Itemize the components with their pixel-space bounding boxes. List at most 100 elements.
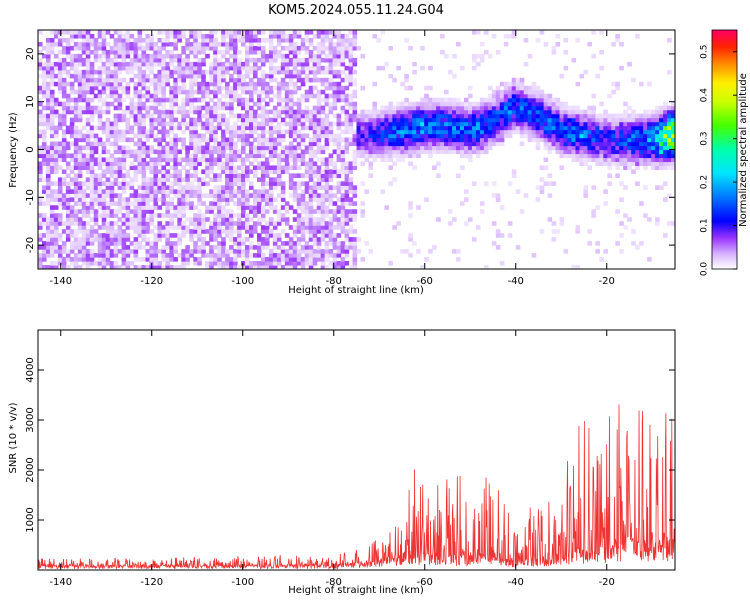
spectrogram-cell xyxy=(527,105,533,111)
spectrogram-cell xyxy=(372,113,378,119)
spectrogram-cell xyxy=(169,49,174,55)
spectrogram-cell xyxy=(65,69,71,75)
spectrogram-cell xyxy=(272,53,278,59)
spectrogram-cell xyxy=(495,245,501,250)
spectrogram-cell xyxy=(507,93,513,99)
spectrogram-cell xyxy=(535,109,541,115)
spectrogram-cell xyxy=(233,121,238,127)
spectrogram-cell xyxy=(344,121,350,127)
spectrogram-cell xyxy=(623,129,628,135)
spectrogram-cell xyxy=(245,57,250,63)
spectrogram-cell xyxy=(280,77,286,83)
spectrogram-cell xyxy=(193,53,198,59)
spectrogram-cell xyxy=(551,97,557,103)
spectrogram-cell xyxy=(241,253,246,258)
spectrogram-cell xyxy=(121,77,127,83)
spectrogram-cell xyxy=(157,181,163,186)
spectrogram-cell xyxy=(452,101,457,107)
spectrogram-cell xyxy=(611,157,616,163)
spectrogram-cell xyxy=(655,109,660,115)
spectrogram-cell xyxy=(101,225,107,230)
spectrogram-cell xyxy=(635,141,640,147)
spectrogram-cell xyxy=(149,181,155,186)
spectrogram-cell xyxy=(89,225,95,230)
spectrogram-cell xyxy=(264,121,270,127)
spectrogram-cell xyxy=(543,181,549,186)
spectrogram-cell xyxy=(93,57,99,63)
spectrogram-cell xyxy=(304,109,310,115)
spectrogram-cell xyxy=(256,201,262,206)
spectrogram-cell xyxy=(97,261,103,266)
spectrogram-cell xyxy=(69,217,75,222)
spectrogram-cell xyxy=(404,145,409,151)
spectrogram-cell xyxy=(288,93,294,99)
spectrogram-cell xyxy=(456,113,461,119)
spectrogram-cell xyxy=(372,141,378,147)
spectrogram-cell xyxy=(133,133,139,139)
spectrogram-cell xyxy=(193,109,198,115)
spectrogram-cell xyxy=(551,133,557,139)
spectrogram-cell xyxy=(296,105,302,111)
spectrogram-cell xyxy=(623,153,628,159)
spectrogram-cell xyxy=(245,257,250,262)
spectrogram-cell xyxy=(615,149,620,155)
spectrogram-cell xyxy=(38,237,43,242)
spectrogram-cell xyxy=(69,121,75,127)
spectrogram-cell xyxy=(205,253,210,258)
spectrogram-cell xyxy=(487,113,493,119)
spectrogram-cell xyxy=(380,157,385,163)
spectrogram-cell xyxy=(121,109,127,115)
spectrogram-cell xyxy=(296,213,302,218)
spectrogram-cell xyxy=(647,149,652,155)
spectrogram-cell xyxy=(324,117,330,123)
spectrogram-cell xyxy=(169,197,174,202)
spectrogram-cell xyxy=(93,233,99,238)
spectrogram-cell xyxy=(348,113,354,119)
spectrogram-cell xyxy=(117,101,123,107)
spectrogram-cell xyxy=(368,153,374,159)
spectrogram-cell xyxy=(324,113,330,119)
spectrogram-cell xyxy=(619,181,624,186)
spectrogram-cell xyxy=(113,141,119,147)
spectrogram-cell xyxy=(141,165,147,171)
spectrogram-cell xyxy=(221,209,226,214)
spectrogram-cell xyxy=(249,181,254,186)
spectrogram-cell xyxy=(205,45,210,51)
spectrogram-cell xyxy=(77,109,83,115)
spectrogram-cell xyxy=(221,169,226,174)
spectrogram-cell xyxy=(105,65,111,71)
spectrogram-cell xyxy=(181,117,186,123)
spectrogram-cell xyxy=(300,181,306,186)
spectrogram-cell xyxy=(117,165,123,171)
spectrogram-cell xyxy=(81,145,87,151)
spectrogram-cell xyxy=(376,141,381,147)
spectrogram-cell xyxy=(221,105,226,111)
spectrogram-cell xyxy=(563,153,569,159)
spectrogram-cell xyxy=(41,85,47,91)
spectrogram-cell xyxy=(169,241,174,246)
spectrogram-cell xyxy=(659,149,664,155)
spectrogram-cell xyxy=(81,45,87,51)
spectrogram-cell xyxy=(225,89,230,95)
spectrogram-cell xyxy=(109,189,115,194)
spectrogram-cell xyxy=(77,97,83,103)
spectrogram-cell xyxy=(153,237,159,242)
spectrogram-cell xyxy=(591,213,596,218)
spectrogram-cell xyxy=(300,133,306,139)
spectrogram-cell xyxy=(344,125,350,131)
spectrogram-cell xyxy=(38,121,43,127)
spectrogram-cell xyxy=(344,65,350,71)
spectrogram-cell xyxy=(105,233,111,238)
spectrogram-cell xyxy=(121,137,127,143)
spectrogram-cell xyxy=(392,137,397,143)
spectrogram-cell xyxy=(145,77,151,83)
spectrogram-cell xyxy=(229,169,234,174)
spectrogram-cell xyxy=(133,73,139,79)
spectrogram-cell xyxy=(141,73,147,79)
spectrogram-cell xyxy=(324,221,330,226)
spectrogram-cell xyxy=(169,57,174,63)
spectrogram-cell xyxy=(336,153,342,159)
spectrogram-cell xyxy=(408,153,413,159)
spectrogram-cell xyxy=(336,69,342,75)
spectrogram-cell xyxy=(559,117,565,123)
